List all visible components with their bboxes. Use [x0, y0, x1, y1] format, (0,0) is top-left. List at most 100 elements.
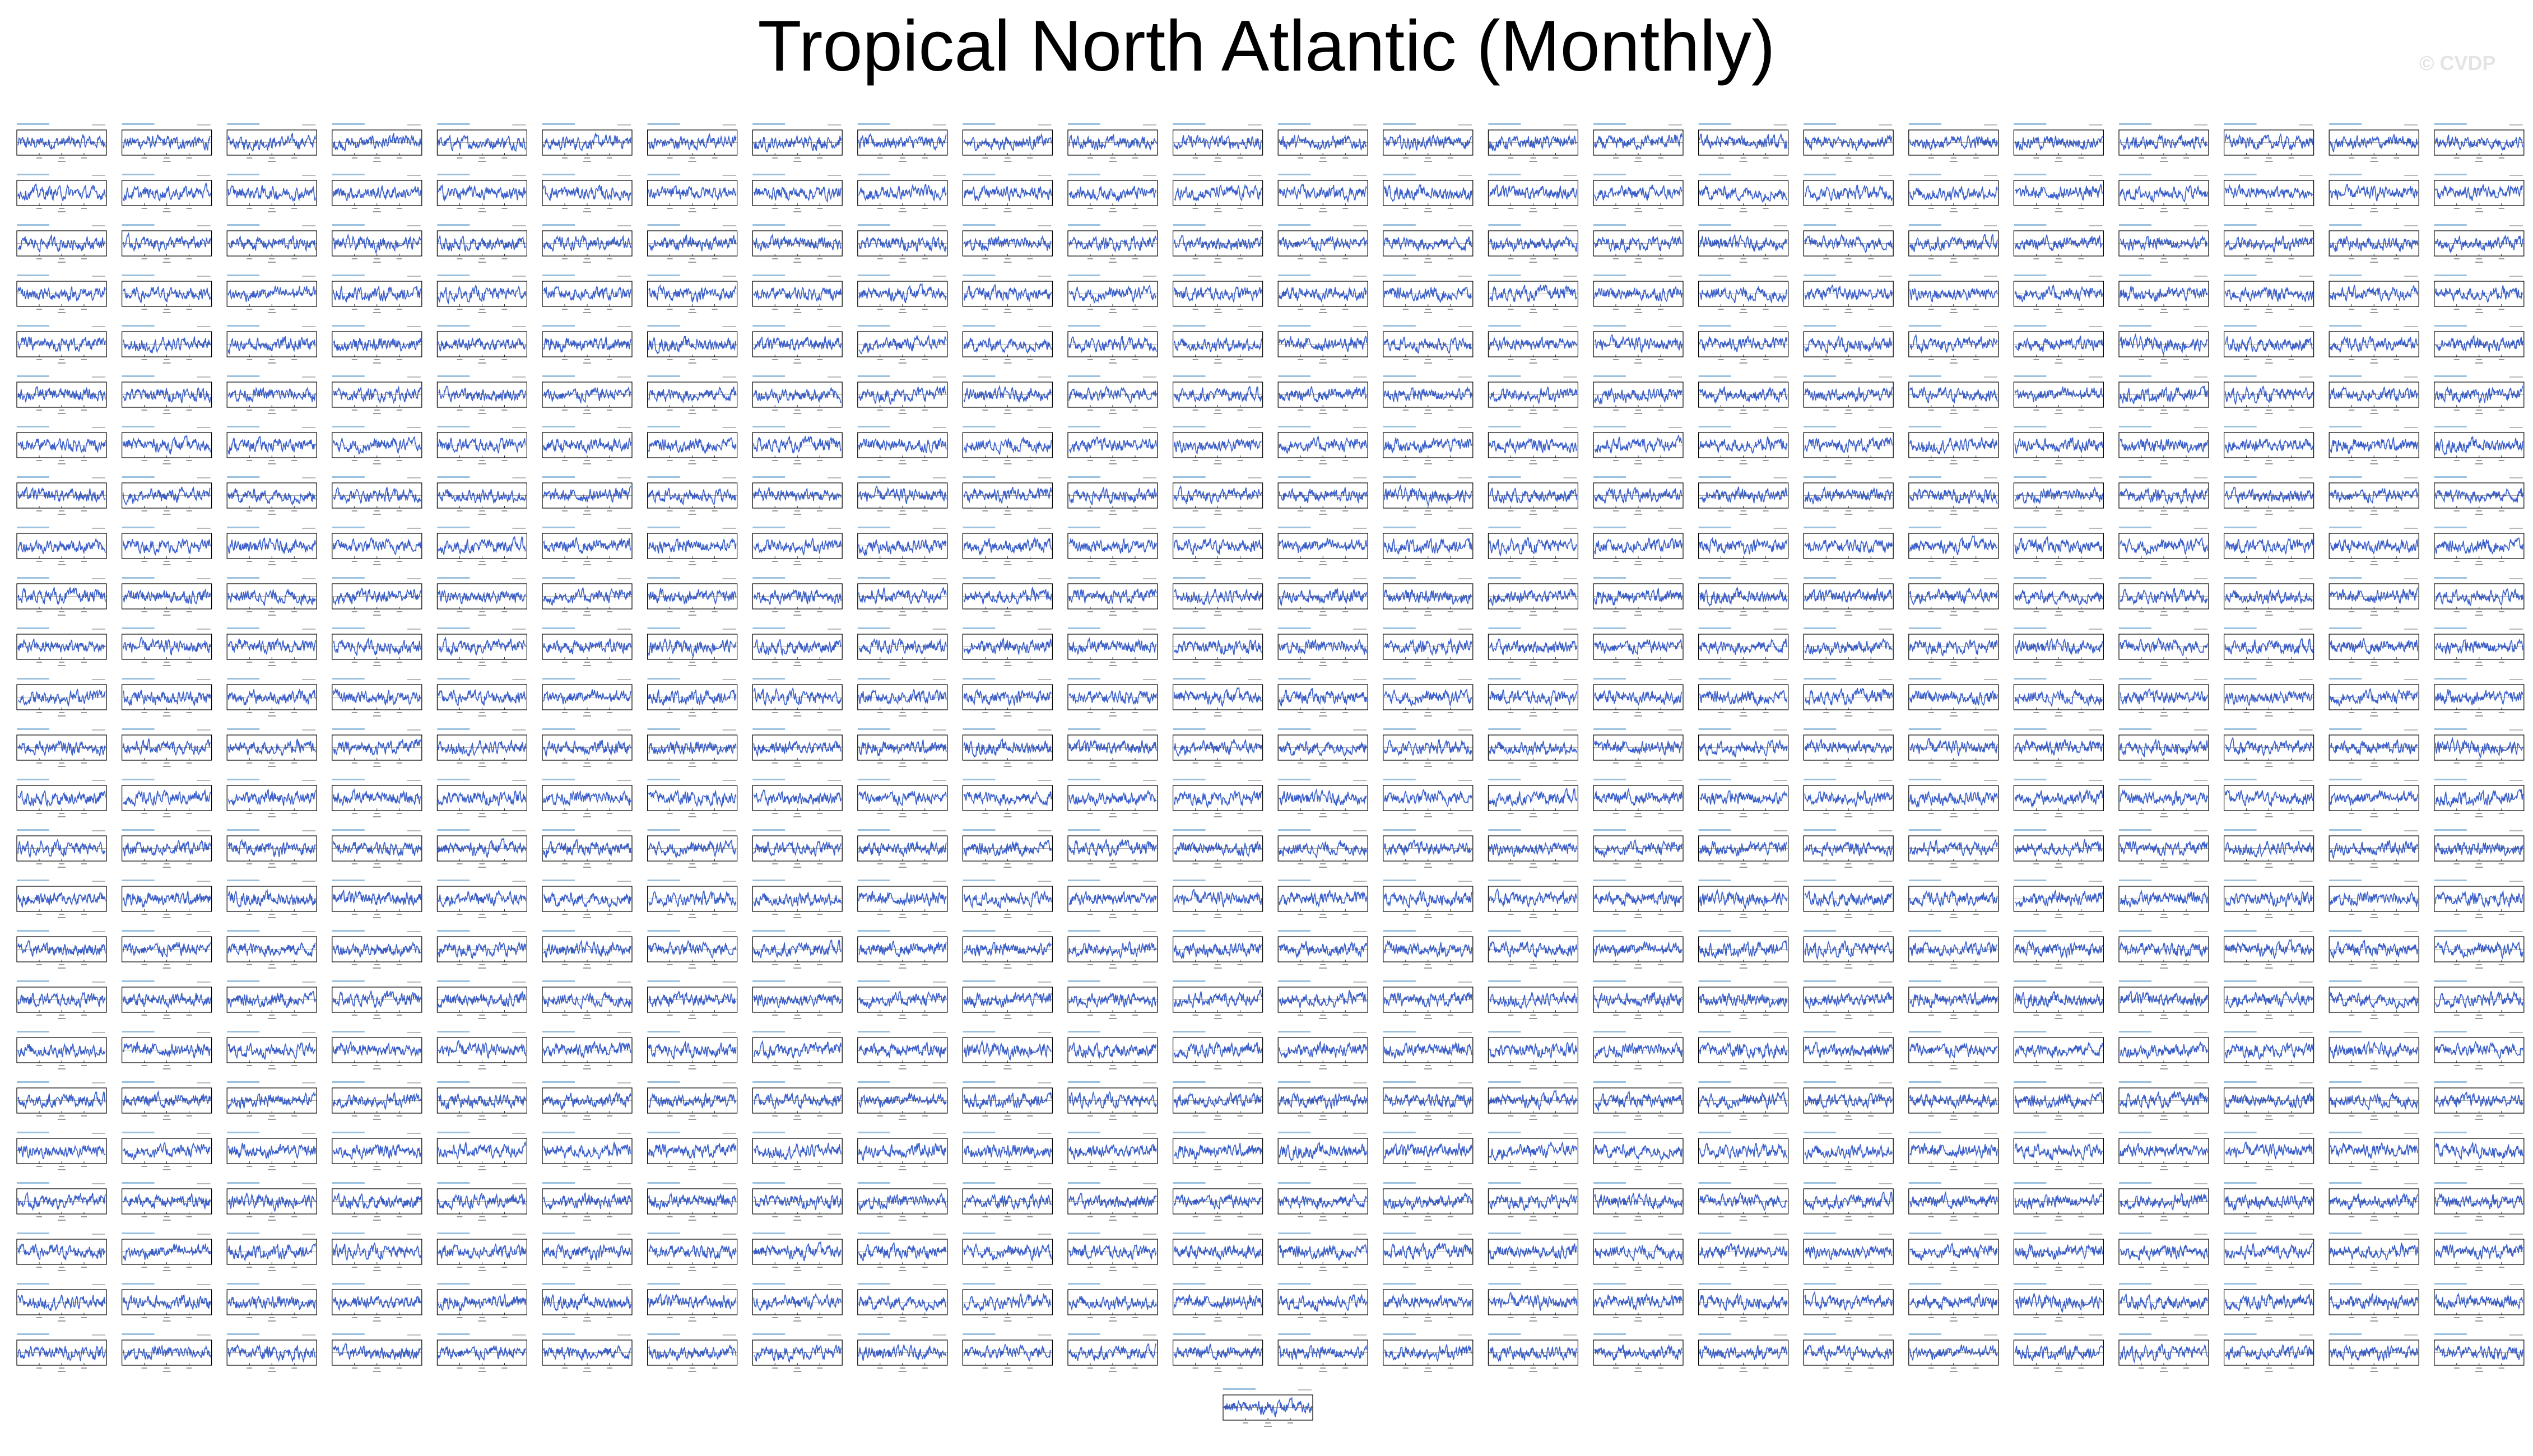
x-axis-label-mark — [1634, 615, 1642, 616]
panel-stat-mark — [1353, 629, 1367, 630]
x-axis-label-mark — [898, 514, 907, 515]
panel-label-mark — [1488, 123, 1521, 125]
x-axis-label-mark — [1844, 917, 1853, 918]
x-tick-label-mark — [2056, 258, 2062, 259]
chart-panel — [122, 577, 212, 616]
x-tick-label-mark — [1950, 662, 1956, 663]
chart-panel — [542, 426, 633, 464]
x-axis-label-mark — [898, 766, 907, 767]
panel-stat-mark — [828, 276, 842, 277]
x-tick-label-mark — [982, 561, 988, 562]
series-line — [858, 638, 947, 655]
x-axis-label-mark — [583, 262, 591, 263]
x-tick-label-mark — [1658, 712, 1663, 713]
chart-panel — [2118, 880, 2209, 918]
x-tick-label-mark — [922, 460, 928, 461]
x-axis-label-mark — [162, 917, 171, 918]
x-tick-label-mark — [2056, 510, 2062, 511]
chart-panel — [122, 224, 212, 263]
x-axis-label-mark — [1424, 463, 1432, 464]
chart-panel — [647, 779, 738, 817]
x-tick-label-mark — [2349, 662, 2355, 663]
x-tick-label-mark — [1635, 561, 1641, 562]
panel-label-mark — [1068, 375, 1100, 377]
panel-stat-mark — [197, 528, 211, 529]
panel-stat-mark — [302, 427, 316, 428]
panel-label-mark — [1278, 375, 1311, 377]
panel-stat-mark — [1353, 124, 1367, 125]
x-tick-label-mark — [1740, 510, 1746, 511]
series-line — [858, 386, 947, 405]
series-line — [1068, 538, 1157, 554]
panel-stat-mark — [302, 729, 316, 731]
series-line — [858, 689, 947, 705]
x-tick-label-mark — [712, 712, 718, 713]
x-tick-label-mark — [59, 863, 64, 864]
panel-label-mark — [1593, 527, 1626, 528]
x-tick-label-mark — [164, 611, 170, 612]
series-line — [438, 636, 526, 657]
x-tick-label-mark — [81, 460, 87, 461]
panel-stat-mark — [1879, 225, 1893, 226]
x-tick-label-mark — [1298, 460, 1304, 461]
x-tick-label-mark — [1237, 813, 1243, 814]
chart-panel — [542, 224, 633, 263]
series-line — [1909, 333, 1998, 353]
x-axis-label-mark — [1844, 161, 1853, 162]
x-tick-label-mark — [2161, 157, 2167, 159]
x-tick-label-mark — [1553, 208, 1559, 209]
x-tick-label-mark — [562, 510, 568, 511]
x-axis-label-mark — [898, 211, 907, 212]
panel-stat-mark — [1248, 830, 1262, 831]
x-axis-label-mark — [2160, 917, 2168, 918]
panel-stat-mark — [302, 124, 316, 125]
x-axis-label-mark — [1319, 514, 1327, 515]
x-tick-label-mark — [1508, 914, 1514, 915]
panel-label-mark — [1698, 224, 1731, 226]
x-tick-label-mark — [1342, 157, 1349, 159]
x-axis-label-mark — [1319, 463, 1327, 464]
panel-label-mark — [17, 627, 49, 629]
x-tick-label-mark — [2078, 914, 2084, 915]
panel-stat-mark — [2194, 679, 2207, 680]
chart-panel — [1067, 426, 1158, 464]
x-tick-label-mark — [1237, 561, 1243, 562]
panel-stat-mark — [828, 830, 842, 831]
chart-panel — [1488, 426, 1578, 464]
x-tick-label-mark — [1215, 157, 1221, 159]
panel-label-mark — [17, 375, 49, 377]
series-line — [122, 434, 211, 455]
panel-stat-mark — [1248, 427, 1262, 428]
panel-label-mark — [857, 678, 890, 680]
chart-panel — [647, 728, 738, 767]
panel-stat-mark — [92, 780, 105, 781]
x-tick-label-mark — [1132, 359, 1138, 360]
x-tick-label-mark — [922, 863, 928, 864]
panel-label-mark — [1488, 224, 1521, 226]
chart-panel — [647, 476, 738, 515]
x-axis-label-mark — [688, 766, 696, 767]
panel-label-mark — [437, 275, 470, 276]
panel-label-mark — [1173, 779, 1206, 780]
x-tick-label-mark — [291, 813, 298, 814]
chart-panel — [1277, 829, 1368, 868]
panel-stat-mark — [828, 679, 842, 680]
x-tick-label-mark — [2183, 712, 2189, 713]
series-line — [333, 132, 421, 152]
series-line — [2435, 789, 2523, 808]
x-tick-label-mark — [351, 863, 357, 864]
chart-panel — [962, 829, 1053, 868]
x-axis-label-mark — [1003, 463, 1012, 464]
x-tick-label-mark — [1928, 157, 1934, 159]
x-axis-label-mark — [2055, 362, 2063, 364]
series-line — [1173, 686, 1262, 707]
panel-stat-mark — [1458, 679, 1472, 680]
series-line — [1699, 840, 1788, 857]
x-axis-label-mark — [1424, 816, 1432, 817]
x-tick-label-mark — [291, 611, 298, 612]
x-axis-label-mark — [1844, 413, 1853, 414]
chart-panel — [647, 627, 738, 666]
panel-label-mark — [1068, 627, 1100, 629]
series-line — [2120, 133, 2208, 151]
